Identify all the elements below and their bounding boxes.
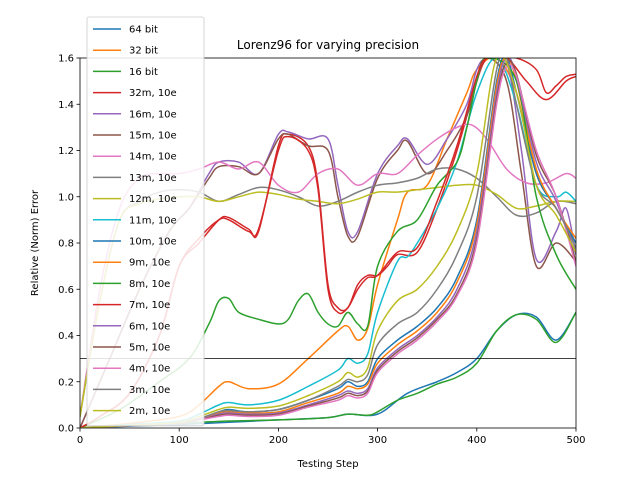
- legend-box: [86, 16, 205, 427]
- legend-label: 9m, 10e: [129, 258, 170, 269]
- x-tick-label: 0: [77, 435, 83, 446]
- legend-label: 12m, 10e: [129, 194, 177, 205]
- y-tick-label: 1.4: [58, 100, 74, 111]
- x-axis-label: Testing Step: [296, 459, 358, 470]
- legend-label: 6m, 10e: [129, 321, 170, 332]
- x-tick-label: 300: [368, 435, 387, 446]
- y-tick-label: 0.0: [58, 424, 74, 435]
- y-tick-label: 0.6: [58, 285, 74, 296]
- legend-label: 4m, 10e: [129, 364, 170, 375]
- x-tick-label: 400: [467, 435, 486, 446]
- legend-label: 8m, 10e: [129, 279, 170, 290]
- y-tick-label: 1.6: [58, 54, 74, 65]
- chart-title: Lorenz96 for varying precision: [237, 38, 419, 52]
- y-tick-label: 0.2: [58, 377, 74, 388]
- legend-label: 7m, 10e: [129, 300, 170, 311]
- legend-label: 11m, 10e: [129, 215, 177, 226]
- legend: 64 bit 32 bit 16 bit 32m, 10e 16m, 10e 15m, 1…: [86, 16, 205, 427]
- legend-label: 2m, 10e: [129, 406, 170, 417]
- series-line-8m-10e: [80, 58, 576, 428]
- x-tick-label: 100: [170, 435, 189, 446]
- series-line-2m-10e: [80, 58, 576, 428]
- axes: 0 100 200 300 400 500 0.0 0.2 0.4 0.6 0.8 1.0 1.2 1.4…: [58, 54, 585, 447]
- series-line-16-bit: [80, 311, 576, 428]
- legend-label: 5m, 10e: [129, 343, 170, 354]
- x-tick-label: 500: [566, 435, 585, 446]
- y-axis-label: Relative (Norm) Error: [30, 189, 41, 296]
- y-tick-label: 1.2: [58, 146, 74, 157]
- legend-label: 16 bit: [129, 67, 158, 78]
- legend-label: 13m, 10e: [129, 173, 177, 184]
- y-tick-label: 0.8: [58, 239, 74, 250]
- series-line-6m-10e: [80, 58, 576, 428]
- legend-label: 16m, 10e: [129, 109, 177, 120]
- legend-label: 32m, 10e: [129, 88, 177, 99]
- legend-label: 64 bit: [129, 25, 158, 36]
- legend-label: 10m, 10e: [129, 237, 177, 248]
- x-tick-label: 200: [269, 435, 288, 446]
- y-tick-label: 1.0: [58, 192, 74, 203]
- series-line-9m-10e: [80, 58, 576, 428]
- y-tick-label: 0.4: [58, 331, 74, 342]
- legend-label: 3m, 10e: [129, 385, 170, 396]
- legend-label: 14m, 10e: [129, 152, 177, 163]
- legend-label: 32 bit: [129, 46, 158, 57]
- series-line-4m-10e: [80, 63, 576, 428]
- legend-label: 15m, 10e: [129, 131, 177, 142]
